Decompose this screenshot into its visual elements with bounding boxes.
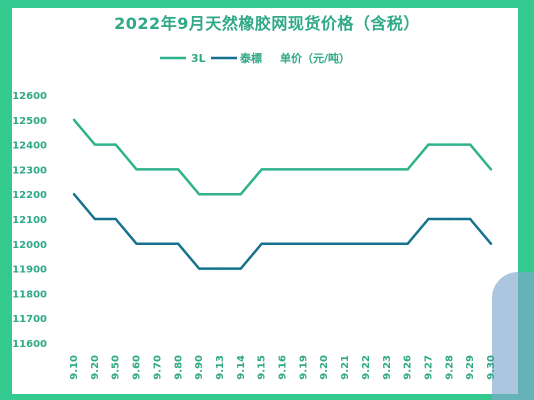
y-tick-label: 11600 — [12, 339, 47, 350]
x-tick-label: 9.20 — [90, 355, 101, 380]
data-point — [364, 242, 368, 245]
data-point — [135, 168, 138, 171]
chart-title: 2022年9月天然橡胶网现货价格（含税） — [114, 14, 420, 33]
decorative-corner-shape — [492, 272, 534, 400]
data-point — [156, 242, 159, 245]
data-point — [218, 193, 222, 196]
data-point — [260, 168, 263, 171]
data-point — [156, 168, 159, 171]
data-point — [448, 217, 451, 221]
data-point — [406, 168, 409, 171]
data-point — [302, 242, 305, 245]
y-tick-label: 12100 — [12, 215, 47, 226]
x-tick-label: 9.20 — [319, 355, 330, 380]
series-line-3l — [73, 118, 492, 196]
data-point — [343, 168, 347, 171]
x-tick-label: 9.80 — [173, 355, 184, 380]
x-tick-label: 9.14 — [236, 355, 247, 380]
x-tick-label: 9.13 — [215, 355, 226, 380]
data-point — [385, 242, 388, 245]
data-point — [177, 242, 180, 245]
data-point — [489, 168, 493, 171]
data-point — [427, 143, 430, 146]
y-tick-label: 12600 — [12, 91, 47, 102]
data-point — [302, 168, 305, 171]
x-tick-label: 9.15 — [257, 355, 268, 380]
chart-card — [12, 8, 518, 394]
y-tick-label: 12400 — [12, 141, 47, 152]
y-axis-ticks: 12600 12500 12400 12300 12200 12100 12000 11900… — [12, 91, 47, 350]
data-point — [72, 118, 76, 122]
data-point — [218, 267, 222, 270]
data-point — [323, 168, 326, 171]
data-point — [135, 242, 138, 245]
y-tick-label: 11700 — [12, 314, 47, 325]
y-tick-label: 12000 — [12, 240, 47, 251]
x-tick-label: 9.26 — [403, 355, 414, 380]
legend-label-taibiao: 泰標 — [239, 51, 262, 65]
legend-label-3l: 3L — [191, 52, 206, 65]
data-point — [468, 143, 472, 146]
data-point — [177, 168, 180, 171]
data-point — [343, 242, 347, 245]
x-tick-label: 9.21 — [340, 355, 351, 380]
x-axis-ticks: 9.10 9.20 9.50 9.60 9.70 9.80 9.90 9.13 9.14 9.15… — [69, 355, 497, 380]
data-point — [323, 242, 326, 245]
data-point — [281, 242, 284, 245]
data-point — [448, 143, 451, 146]
legend-unit-note: 单价（元/吨） — [280, 51, 350, 65]
x-tick-label: 9.27 — [423, 355, 434, 380]
series-layer — [72, 118, 493, 270]
data-point — [114, 143, 117, 146]
data-point — [197, 267, 201, 270]
series-line-taibiao — [73, 193, 492, 270]
legend: 3L 泰標 单价（元/吨） — [160, 51, 350, 65]
y-tick-label: 12200 — [12, 190, 47, 201]
data-point — [93, 143, 97, 146]
data-point — [260, 242, 263, 245]
data-point — [93, 217, 97, 221]
x-tick-label: 9.90 — [194, 355, 205, 380]
data-point — [364, 168, 368, 171]
x-tick-label: 9.29 — [465, 355, 476, 380]
data-point — [197, 193, 201, 196]
y-tick-label: 12300 — [12, 165, 47, 176]
data-point — [385, 168, 388, 171]
x-tick-label: 9.60 — [132, 355, 143, 380]
data-point — [427, 217, 430, 221]
data-point — [406, 242, 409, 245]
x-tick-label: 9.10 — [69, 355, 80, 380]
y-tick-label: 11800 — [12, 289, 47, 300]
x-tick-label: 9.70 — [152, 355, 163, 380]
x-tick-label: 9.16 — [278, 355, 289, 380]
x-tick-label: 9.19 — [298, 355, 309, 380]
y-tick-label: 12500 — [12, 116, 47, 127]
data-point — [239, 267, 242, 270]
data-point — [72, 193, 76, 196]
data-point — [239, 193, 242, 196]
x-tick-label: 9.23 — [382, 355, 393, 380]
x-tick-label: 9.30 — [486, 355, 497, 380]
data-point — [489, 242, 493, 245]
x-tick-label: 9.50 — [111, 355, 122, 380]
x-tick-label: 9.28 — [444, 355, 455, 380]
data-point — [468, 217, 472, 221]
data-point — [114, 217, 117, 221]
y-tick-label: 11900 — [12, 265, 47, 276]
data-point — [281, 168, 284, 171]
x-tick-label: 9.22 — [361, 355, 372, 380]
